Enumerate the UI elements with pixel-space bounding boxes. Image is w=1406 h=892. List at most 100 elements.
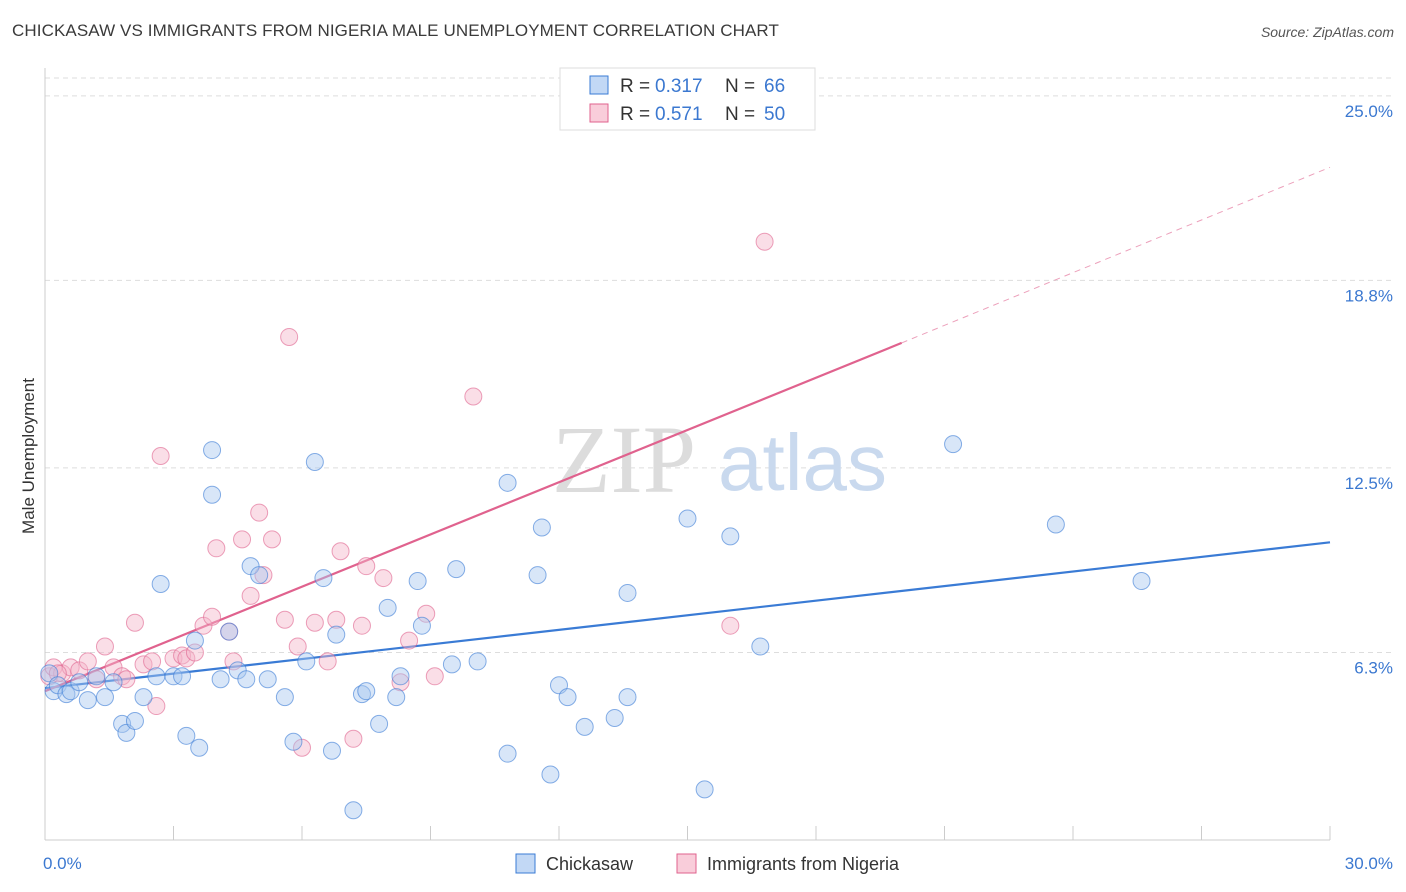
point-nigeria <box>254 566 273 585</box>
y-tick-label: 12.5% <box>1345 474 1393 493</box>
point-chickasaw <box>408 572 427 591</box>
point-chickasaw <box>558 688 577 707</box>
point-chickasaw <box>173 667 192 686</box>
point-nigeria <box>224 652 243 671</box>
point-chickasaw <box>237 670 256 689</box>
legend-r-label-2: R = <box>620 104 650 125</box>
point-chickasaw <box>442 655 461 674</box>
point-chickasaw <box>177 726 196 745</box>
point-chickasaw <box>344 801 363 820</box>
legend-n-value-1: 66 <box>764 76 785 97</box>
axes <box>44 68 1331 841</box>
point-chickasaw <box>151 575 170 594</box>
point-chickasaw <box>78 691 97 710</box>
x-tick-labels: 0.0% 30.0% <box>43 854 1393 873</box>
y-tick-label: 6.3% <box>1354 658 1393 677</box>
point-chickasaw <box>211 670 230 689</box>
point-nigeria <box>151 447 170 466</box>
point-chickasaw <box>498 744 517 763</box>
point-chickasaw <box>387 688 406 707</box>
point-nigeria <box>318 652 337 671</box>
point-nigeria <box>464 387 483 406</box>
point-chickasaw <box>532 518 551 537</box>
legend-r-value-2: 0.571 <box>655 104 703 125</box>
point-chickasaw <box>721 527 740 546</box>
watermark-atlas: atlas <box>718 418 887 507</box>
watermark-zip: ZIP <box>552 406 696 513</box>
point-nigeria <box>305 613 324 632</box>
bottom-legend-swatch-nigeria <box>676 853 697 874</box>
point-nigeria <box>391 673 410 692</box>
point-chickasaw <box>250 566 269 585</box>
point-chickasaw <box>541 765 560 784</box>
point-chickasaw <box>314 569 333 588</box>
bottom-legend-label-chickasaw: Chickasaw <box>546 854 634 874</box>
y-tick-label: 25.0% <box>1345 102 1393 121</box>
point-chickasaw <box>1046 515 1065 534</box>
point-nigeria <box>357 557 376 576</box>
legend-r-value-1: 0.317 <box>655 76 703 97</box>
legend-swatch-nigeria <box>589 103 609 123</box>
point-chickasaw <box>190 738 209 757</box>
point-chickasaw <box>104 673 123 692</box>
point-chickasaw <box>468 652 487 671</box>
trend-line-extension <box>901 166 1331 344</box>
point-nigeria <box>288 637 307 656</box>
point-chickasaw <box>87 667 106 686</box>
point-chickasaw <box>203 441 222 460</box>
point-nigeria <box>207 539 226 558</box>
point-chickasaw <box>185 631 204 650</box>
point-nigeria <box>352 616 371 635</box>
y-tick-labels: 6.3% 12.5% 18.8% 25.0% <box>1345 102 1393 678</box>
legend-r-label-1: R = <box>620 76 650 97</box>
point-nigeria <box>280 327 299 346</box>
point-nigeria <box>417 604 436 623</box>
source-label: Source: ZipAtlas.com <box>1260 24 1394 40</box>
legend-n-label-1: N = <box>725 76 755 97</box>
point-chickasaw <box>70 673 89 692</box>
point-nigeria <box>425 667 444 686</box>
point-chickasaw <box>147 667 166 686</box>
x-tick-label: 0.0% <box>43 854 82 873</box>
point-chickasaw <box>275 688 294 707</box>
y-tick-label: 18.8% <box>1345 286 1393 305</box>
point-chickasaw <box>391 667 410 686</box>
point-chickasaw <box>618 583 637 602</box>
point-chickasaw <box>605 708 624 727</box>
x-tick-label: 30.0% <box>1345 854 1393 873</box>
point-chickasaw <box>203 485 222 504</box>
point-chickasaw <box>695 780 714 799</box>
point-nigeria <box>241 586 260 605</box>
point-nigeria <box>143 652 162 671</box>
data-points <box>40 232 1151 820</box>
bottom-legend: Chickasaw Immigrants from Nigeria <box>515 853 900 874</box>
point-nigeria <box>250 503 269 522</box>
trend-line-nigeria <box>44 341 903 693</box>
bottom-legend-swatch-chickasaw <box>515 853 536 874</box>
bottom-legend-label-nigeria: Immigrants from Nigeria <box>707 854 900 874</box>
chart-title: CHICKASAW VS IMMIGRANTS FROM NIGERIA MAL… <box>12 21 779 40</box>
point-chickasaw <box>528 566 547 585</box>
point-chickasaw <box>220 622 239 641</box>
y-axis-title: Male Unemployment <box>19 378 38 534</box>
point-chickasaw <box>378 598 397 617</box>
point-chickasaw <box>370 714 389 733</box>
point-nigeria <box>755 232 774 251</box>
point-chickasaw <box>305 452 324 471</box>
point-chickasaw <box>284 732 303 751</box>
point-chickasaw <box>1132 572 1151 591</box>
trend-line-chickasaw <box>44 541 1331 690</box>
point-chickasaw <box>412 616 431 635</box>
point-chickasaw <box>498 473 517 492</box>
point-nigeria <box>78 652 97 671</box>
point-chickasaw <box>322 741 341 760</box>
point-chickasaw <box>447 560 466 579</box>
point-nigeria <box>203 607 222 626</box>
point-nigeria <box>721 616 740 635</box>
point-nigeria <box>147 697 166 716</box>
point-chickasaw <box>95 688 114 707</box>
point-chickasaw <box>125 711 144 730</box>
legend-swatch-chickasaw <box>589 75 609 95</box>
point-nigeria <box>331 542 350 561</box>
